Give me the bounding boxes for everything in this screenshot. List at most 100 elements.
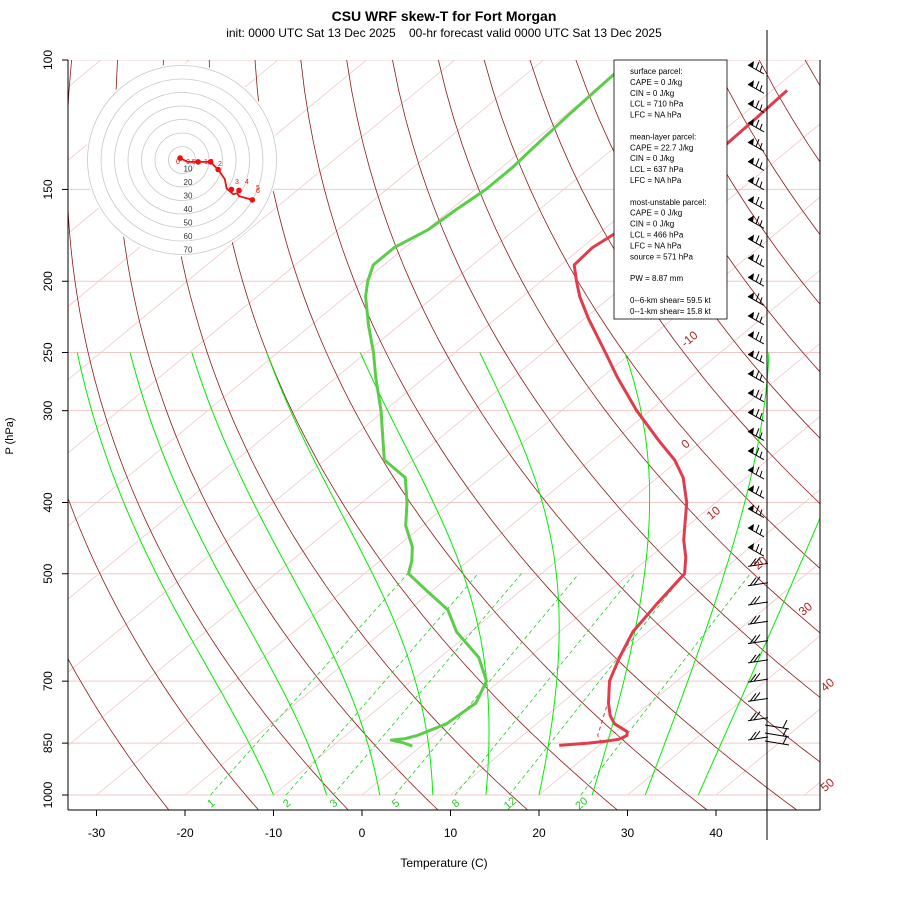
wind-barb-feather [749, 693, 757, 702]
wind-barb-feather [755, 447, 760, 456]
wind-barb-feather [755, 408, 760, 417]
wind-barb-feather [755, 235, 760, 244]
hodograph-height-label: 3 [235, 179, 239, 186]
y-tick-label: 100 [41, 50, 55, 70]
mixing-ratio-line [210, 573, 408, 796]
mixing-ratio-line [454, 573, 635, 796]
wind-barb-feather [749, 577, 757, 587]
wind-barb-feather [753, 692, 761, 701]
moist-adiabat [266, 352, 434, 796]
mixing-ratio-line [332, 573, 522, 796]
isotherm-line [68, 60, 544, 454]
wind-barb-flag [748, 292, 754, 300]
wind-barb-feather [755, 216, 760, 224]
isotherm-label: 30 [796, 599, 815, 619]
stats-line: LFC = NA hPa [630, 111, 682, 120]
y-tick-label: 300 [41, 400, 55, 420]
stats-line: LCL = 466 hPa [630, 231, 684, 240]
wind-barb-feather [755, 158, 760, 167]
wind-barb-flag [748, 157, 754, 165]
wind-barb-feather [759, 393, 763, 401]
x-tick-label: 0 [359, 826, 366, 840]
wind-barb-staff [764, 732, 790, 738]
wind-barb-feather [759, 547, 763, 555]
wind-barb-flag [748, 388, 754, 396]
wind-barb-feather [755, 524, 760, 533]
stats-line: surface parcel: [630, 67, 682, 76]
stats-line: CIN = 0 J/kg [630, 89, 674, 98]
dry-adiabat [68, 657, 170, 810]
wind-barb-feather [759, 374, 763, 381]
y-tick-label: 850 [41, 733, 55, 753]
hodograph-ring-label: 10 [184, 165, 193, 174]
wind-barb-staff [747, 640, 769, 645]
wind-barb-staff [764, 740, 790, 746]
stats-line: LCL = 637 hPa [630, 165, 684, 174]
stats-line: LFC = NA hPa [630, 241, 682, 250]
wind-barb-flag [748, 504, 754, 512]
wind-barb-feather [759, 509, 763, 516]
hodograph-ring-label: 60 [184, 232, 193, 241]
mixing-ratio-line [508, 573, 685, 796]
wind-barb-feather [755, 351, 760, 359]
wind-barb-feather [755, 486, 760, 494]
wind-barb-feather [759, 470, 763, 478]
wind-barb-flag [748, 369, 754, 377]
wind-barb-feather [755, 331, 760, 340]
wind-barb-feather [782, 735, 788, 745]
hodograph-trace [179, 157, 253, 201]
hodograph-height-label: 4 [245, 179, 249, 186]
wind-barb-flag [748, 350, 754, 358]
stats-line: source = 571 hPa [630, 252, 693, 261]
wind-barb-feather [755, 254, 760, 263]
wind-barb-flag [748, 196, 754, 203]
wind-barb-flag [748, 446, 754, 454]
wind-barb-flag [748, 543, 754, 551]
wind-barb-staff [747, 678, 769, 683]
dry-adiabat [115, 60, 439, 810]
wind-barb-staff [747, 562, 769, 567]
stats-line: most-unstable parcel: [630, 198, 706, 207]
stats-line: CAPE = 0 J/kg [630, 78, 682, 87]
wind-barbs [747, 30, 790, 840]
stats-frame [613, 59, 728, 320]
hodograph-ring [141, 119, 223, 201]
wind-barb-flag [748, 466, 754, 473]
dry-adiabat [392, 60, 820, 698]
wind-barb-staff [747, 582, 769, 587]
wind-barb-feather [759, 490, 763, 497]
x-tick-label: 20 [532, 826, 546, 840]
dry-adiabat [575, 60, 820, 439]
stats-line: mean-layer parcel: [630, 132, 696, 141]
stats-line: CIN = 0 J/kg [630, 220, 674, 229]
wind-barb-staff [747, 697, 769, 702]
wind-barb-feather [759, 297, 763, 304]
stats-line: LFC = NA hPa [630, 176, 682, 185]
wind-barb-feather [759, 528, 763, 536]
x-tick-label: -10 [265, 826, 283, 840]
wind-barb-feather [755, 293, 760, 302]
isotherm-line [627, 635, 820, 796]
wind-barb-feather [755, 81, 760, 89]
wind-barb-feather [753, 614, 761, 624]
isotherm-line [361, 415, 820, 796]
stats-line: CIN = 0 J/kg [630, 154, 674, 163]
dry-adiabat [804, 60, 820, 87]
wind-barb-feather [755, 389, 760, 398]
dry-adiabat [621, 60, 820, 373]
y-tick-label: 250 [41, 342, 55, 362]
hodograph-ring [100, 78, 264, 242]
wind-barb-feather [753, 653, 761, 663]
isotherm-line [68, 60, 456, 381]
wind-barb-feather [755, 100, 760, 109]
isotherm-line [538, 562, 820, 796]
mixing-ratio-line [580, 573, 751, 796]
hodograph-ring [127, 105, 237, 215]
hodograph-height-label: 1.5 [204, 159, 214, 166]
hodograph-ring-label: 70 [184, 246, 193, 255]
wind-barb-feather [759, 104, 763, 111]
moist-adiabat [129, 352, 328, 796]
dry-adiabat [68, 497, 260, 810]
wind-barb-feather [782, 719, 788, 729]
